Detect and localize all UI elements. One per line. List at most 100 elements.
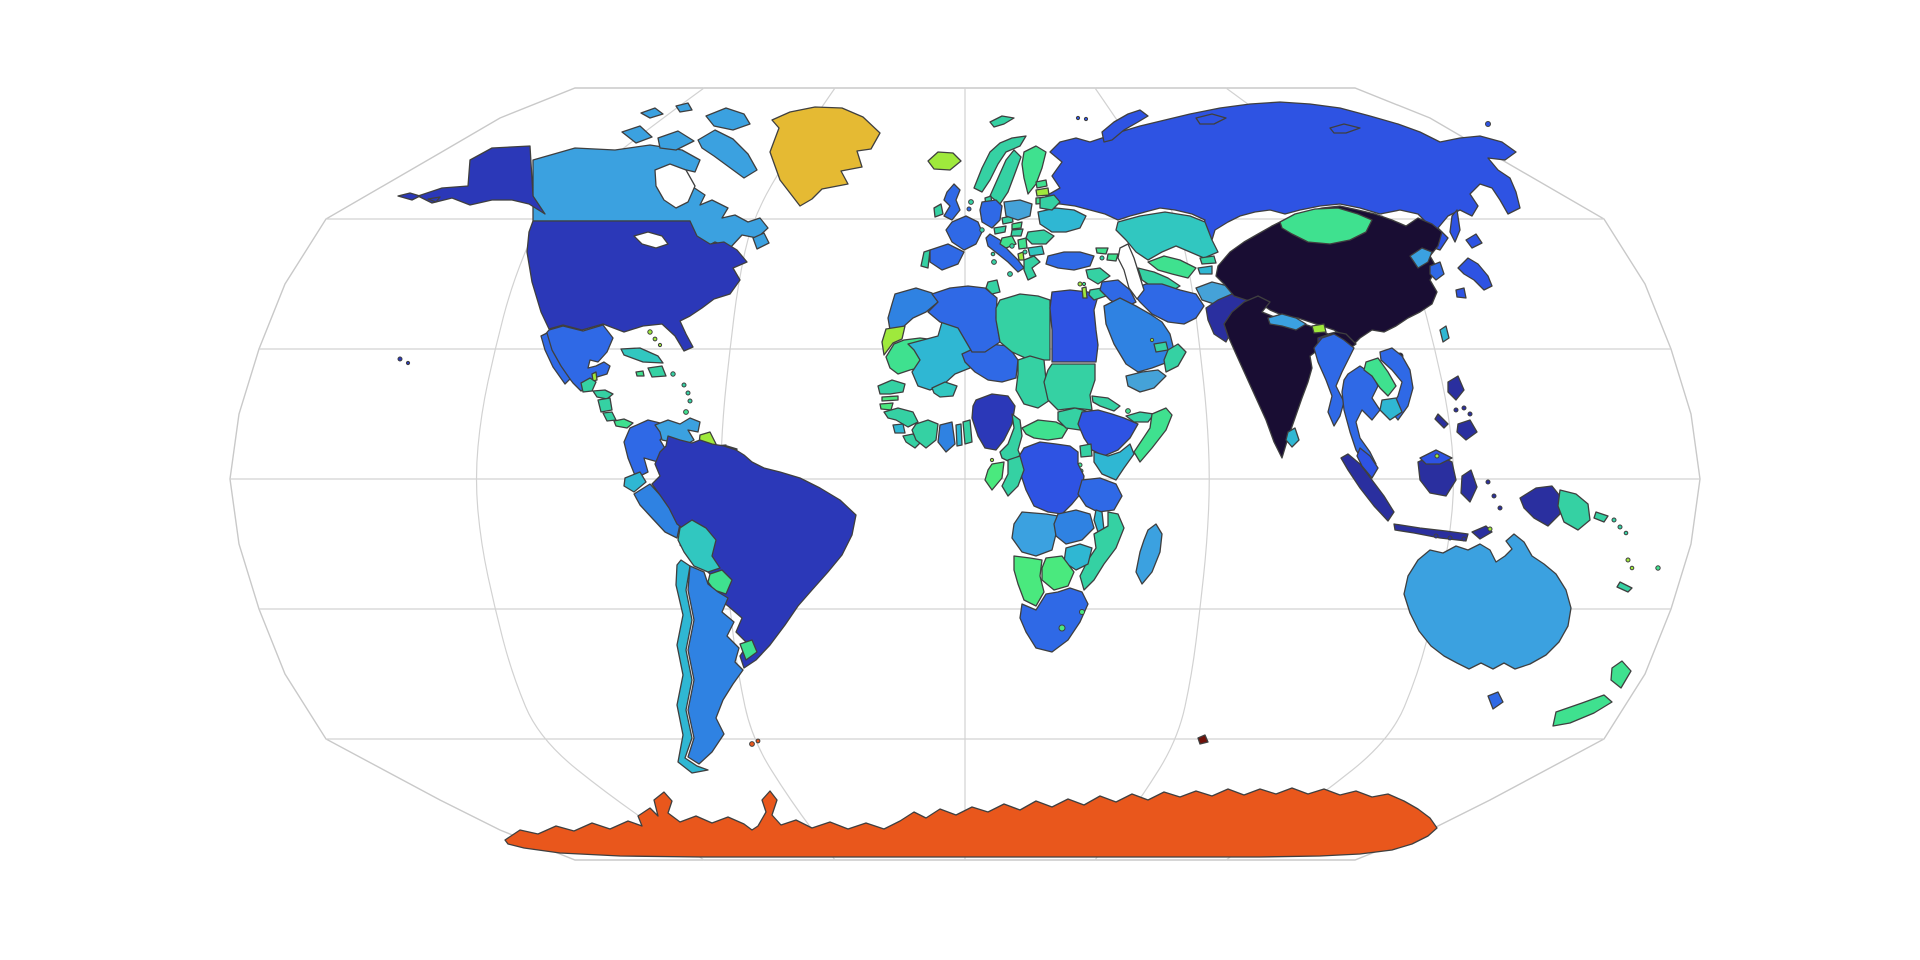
country-brunei bbox=[1434, 453, 1440, 459]
country-antilles-3 bbox=[687, 398, 693, 404]
country-ecuador bbox=[624, 472, 646, 492]
country-antarctica bbox=[505, 788, 1437, 857]
country-solomons-2 bbox=[1617, 524, 1623, 530]
country-bhutan bbox=[1312, 324, 1326, 333]
country-poland bbox=[1004, 200, 1032, 220]
country-antilles-2 bbox=[685, 390, 691, 396]
country-germany bbox=[980, 200, 1002, 228]
country-equatorial-guinea bbox=[989, 457, 995, 463]
country-spain bbox=[930, 244, 964, 270]
country-romania bbox=[1026, 230, 1054, 244]
country-venezuela bbox=[655, 418, 700, 446]
country-taiwan bbox=[1440, 326, 1449, 342]
country-namibia bbox=[1014, 556, 1044, 606]
country-cyprus bbox=[1077, 281, 1083, 287]
country-belarus bbox=[1040, 195, 1060, 210]
country-georgia bbox=[1096, 248, 1108, 254]
country-papua-new-guinea bbox=[1558, 490, 1590, 530]
country-philippines-luzon bbox=[1448, 376, 1464, 400]
country-syria bbox=[1086, 268, 1110, 284]
country-egypt bbox=[1050, 290, 1098, 362]
country-costa-rica bbox=[603, 412, 616, 421]
country-ukraine bbox=[1038, 208, 1086, 232]
country-heard-island bbox=[1198, 735, 1208, 744]
country-hungary bbox=[1011, 229, 1023, 236]
country-uae bbox=[1154, 342, 1168, 352]
country-somalia bbox=[1134, 408, 1172, 462]
country-cameroon bbox=[1000, 414, 1022, 462]
country-franz-josef-2 bbox=[1083, 116, 1089, 122]
country-malaysia bbox=[1357, 448, 1378, 478]
country-east-timor bbox=[1487, 526, 1493, 532]
lake-caspian-sea bbox=[1118, 244, 1144, 299]
country-greenland bbox=[770, 107, 880, 206]
country-benin bbox=[963, 420, 972, 444]
country-new-caledonia bbox=[1617, 582, 1632, 592]
country-vanuatu-1 bbox=[1625, 557, 1631, 563]
country-new-siberian-islands bbox=[1330, 124, 1360, 133]
lake-hudson-bay bbox=[655, 164, 695, 208]
country-lebanon bbox=[1081, 281, 1087, 287]
country-myanmar bbox=[1314, 334, 1354, 426]
country-aleutians-1 bbox=[398, 193, 420, 200]
country-ethiopia bbox=[1078, 410, 1138, 456]
country-sardinia bbox=[991, 259, 997, 265]
country-lesser-sunda-3 bbox=[1461, 536, 1467, 542]
country-tasmania bbox=[1488, 692, 1503, 709]
country-sierra-leone bbox=[893, 424, 905, 433]
country-ghana bbox=[938, 422, 955, 452]
country-novaya-zemlya bbox=[1102, 110, 1148, 142]
country-baja-california bbox=[541, 333, 570, 384]
country-solomons-1 bbox=[1611, 517, 1617, 523]
country-kenya bbox=[1094, 444, 1134, 480]
country-wrangel-island bbox=[1485, 121, 1491, 127]
country-laos bbox=[1364, 358, 1396, 396]
country-switzerland bbox=[979, 227, 985, 233]
country-algeria bbox=[928, 286, 1000, 352]
country-baffin-island bbox=[698, 130, 757, 178]
country-tajikistan bbox=[1198, 266, 1212, 274]
country-bulgaria bbox=[1028, 246, 1044, 256]
country-gambia bbox=[882, 396, 898, 401]
country-sulawesi bbox=[1461, 470, 1477, 502]
country-eswatini bbox=[1079, 609, 1085, 615]
country-philippines-visayas-3 bbox=[1467, 411, 1473, 417]
country-philippines-visayas-1 bbox=[1453, 407, 1459, 413]
country-sumatra bbox=[1341, 454, 1394, 521]
country-cuba bbox=[621, 348, 663, 363]
country-yemen bbox=[1126, 370, 1166, 392]
country-japan-hokkaido bbox=[1466, 234, 1482, 248]
country-moluccas-1 bbox=[1485, 479, 1491, 485]
country-guatemala bbox=[581, 378, 596, 392]
country-lesser-sunda-1 bbox=[1433, 533, 1439, 539]
country-nigeria bbox=[972, 394, 1015, 450]
country-argentina bbox=[688, 566, 743, 764]
country-kyrgyzstan bbox=[1200, 256, 1216, 264]
country-hawaii-2 bbox=[405, 360, 411, 366]
country-franz-josef-1 bbox=[1075, 115, 1081, 121]
country-arctic-islet-2 bbox=[676, 103, 692, 112]
country-nepal bbox=[1268, 314, 1306, 330]
country-corsica bbox=[990, 251, 996, 257]
country-honduras bbox=[593, 390, 613, 399]
country-nicaragua bbox=[598, 398, 612, 412]
country-mongolia bbox=[1280, 208, 1372, 244]
country-qatar bbox=[1149, 337, 1155, 343]
country-bolivia bbox=[678, 520, 720, 572]
country-banks-island bbox=[622, 126, 652, 143]
country-bosnia bbox=[1009, 243, 1015, 249]
country-new-zealand-north bbox=[1611, 661, 1631, 688]
country-austria bbox=[994, 226, 1006, 234]
country-greece bbox=[1024, 256, 1040, 280]
country-uruguay bbox=[740, 640, 757, 660]
country-djibouti bbox=[1125, 408, 1131, 414]
country-sri-lanka bbox=[1286, 428, 1299, 447]
country-chile bbox=[676, 560, 708, 773]
country-sudan bbox=[1044, 364, 1095, 410]
country-western-sahara bbox=[882, 326, 905, 355]
lake-great-lakes bbox=[634, 232, 668, 248]
country-west-papua bbox=[1520, 486, 1560, 526]
country-bahamas-2 bbox=[652, 336, 658, 342]
